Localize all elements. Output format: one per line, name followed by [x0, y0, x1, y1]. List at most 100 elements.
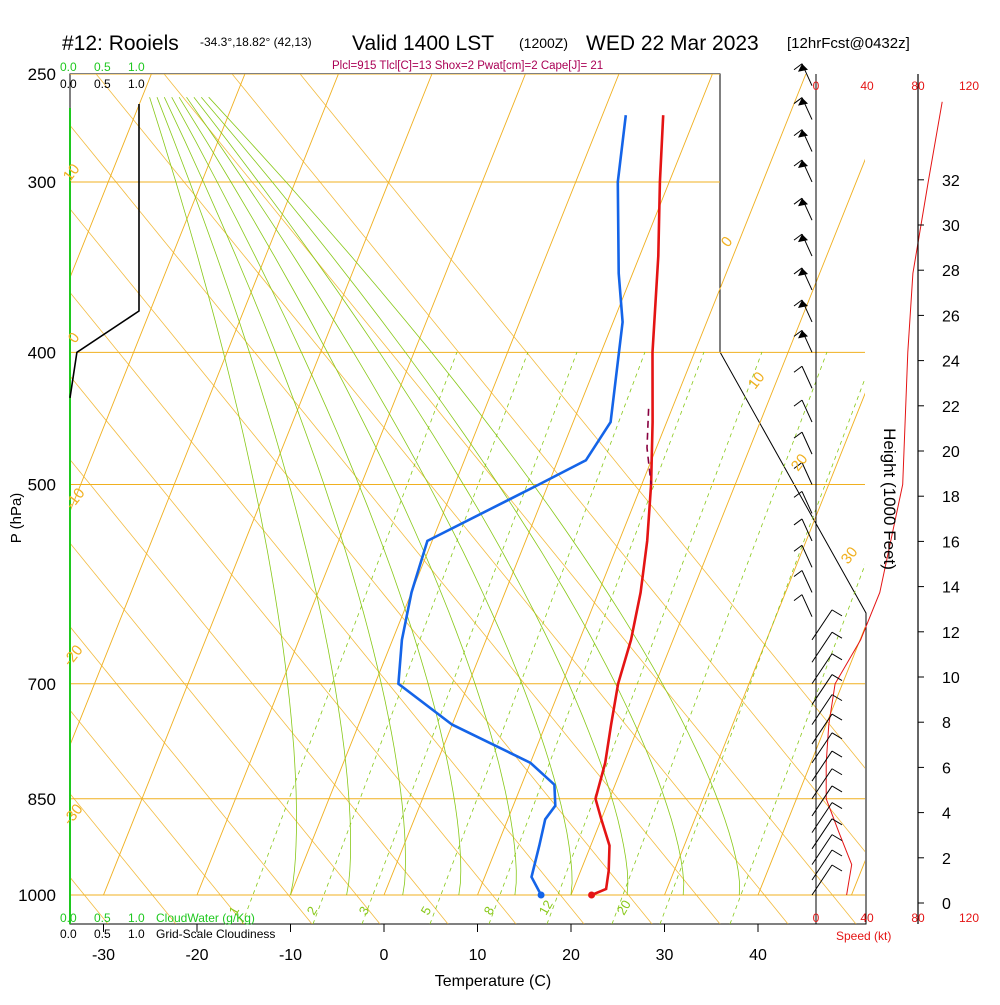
wind-speed-tick-label: 40 [860, 911, 874, 925]
diagram-grid [0, 64, 1000, 924]
height-tick-label: 14 [942, 580, 960, 597]
series-temperature-line [592, 115, 664, 895]
series-dewpoint-surface-marker [538, 892, 545, 899]
height-tick-label: 32 [942, 173, 960, 190]
wind-barb-pennant [798, 98, 808, 106]
moist-adiabat-line [172, 97, 461, 895]
wind-barb-pennant [798, 198, 808, 206]
height-tick-label: 18 [942, 489, 960, 506]
moist-adiabat-line [201, 97, 684, 895]
wind-barb-shaft [812, 714, 832, 744]
cloudwater-tick-label: 0.0 [60, 911, 77, 925]
cloudiness-label: Grid-Scale Cloudiness [156, 927, 275, 941]
cloudiness-tick-label: 1.0 [128, 927, 145, 941]
wind-speed-tick-label: 80 [911, 79, 925, 93]
height-tick-label: 24 [942, 354, 960, 371]
wind-barb [794, 130, 812, 152]
height-tick-label: 10 [942, 670, 960, 687]
wind-barb [794, 98, 812, 120]
wind-barb-shaft [812, 769, 832, 799]
header-coords: -34.3°,18.82° (42,13) [200, 35, 312, 49]
wind-barb-flag [832, 803, 842, 809]
wind-barb-pennant [798, 160, 808, 168]
wind-barb-shaft [812, 835, 832, 865]
mixing-ratio-label: 3 [356, 904, 373, 918]
wind-barb-flag [832, 786, 842, 792]
wind-speed-tick-label: 40 [860, 79, 874, 93]
cloudiness-tick-label: 1.0 [128, 77, 145, 91]
header-station: #12: Rooiels [62, 32, 179, 55]
wind-barb [794, 330, 812, 352]
wind-barb-flag [832, 610, 842, 616]
header-date: WED 22 Mar 2023 [586, 32, 759, 55]
wind-barb-shaft [802, 545, 812, 567]
isotherm-label: 20 [788, 451, 812, 475]
mixing-ratio-label: 5 [418, 904, 435, 918]
wind-barb [794, 400, 812, 422]
series-temperature-surface-marker [588, 892, 595, 899]
height-tick-label: 0 [942, 896, 951, 913]
wind-barb-pennant [798, 130, 808, 138]
mixing-ratio-label: 2 [304, 904, 321, 918]
pressure-tick-label: 700 [28, 675, 56, 694]
header-valid: Valid 1400 LST [352, 32, 494, 55]
height-tick-label: 22 [942, 399, 960, 416]
moist-adiabat-line [179, 97, 516, 895]
wind-barb [794, 300, 812, 322]
pressure-tick-label: 850 [28, 790, 56, 809]
moist-adiabat-line [164, 97, 405, 895]
sounding-curves [398, 64, 942, 899]
height-axis-title: Height (1000 Feet) [880, 428, 899, 570]
wind-barb-shaft [812, 819, 832, 849]
y-axis-title: P (hPa) [8, 493, 25, 544]
height-tick-label: 20 [942, 444, 960, 461]
height-tick-label: 2 [942, 851, 951, 868]
isotherm-label: 0 [718, 233, 737, 250]
wind-barb-flag [832, 865, 842, 871]
temperature-tick-label: 40 [749, 947, 767, 964]
height-tick-label: 30 [942, 218, 960, 235]
wind-barb [794, 268, 812, 290]
wind-barb [794, 491, 812, 513]
plot-frame [70, 74, 866, 924]
isotherm-label: 10 [60, 161, 84, 185]
wind-barb-flag [832, 769, 842, 775]
temperature-tick-label: 20 [562, 947, 580, 964]
temperature-tick-label: -20 [185, 947, 208, 964]
mixing-ratio-line [547, 352, 762, 924]
pressure-tick-label: 500 [28, 476, 56, 495]
height-tick-label: 12 [942, 625, 960, 642]
pressure-tick-label: 1000 [18, 886, 56, 905]
cloudiness-tick-label: 0.0 [60, 77, 77, 91]
header-params: Plcl=915 Tlcl[C]=13 Shox=2 Pwat[cm]=2 Ca… [332, 60, 603, 72]
wind-barb [794, 160, 812, 182]
isotherm-line [945, 74, 1000, 895]
header-forecast: [12hrFcst@0432z] [787, 35, 910, 52]
wind-barb-shaft [802, 491, 812, 513]
height-tick-label: 4 [942, 806, 951, 823]
cloudwater-label: CloudWater (g/Kg) [156, 911, 255, 925]
temperature-tick-label: 10 [469, 947, 487, 964]
wind-barb-shaft [812, 803, 832, 833]
wind-barb-flag [832, 714, 842, 720]
cloudiness-tick-label: 0.5 [94, 927, 111, 941]
dry-adiabat-line [224, 64, 924, 924]
cloudwater-tick-label: 1.0 [128, 60, 145, 74]
wind-barb-pennant [798, 268, 808, 276]
height-tick-label: 26 [942, 308, 960, 325]
wind-barb-flag [832, 695, 842, 701]
height-tick-label: 6 [942, 760, 951, 777]
cloudiness-tick-label: 0.0 [60, 927, 77, 941]
wind-barb [794, 595, 812, 617]
wind-barb-shaft [802, 432, 812, 454]
dry-adiabat-line [20, 64, 720, 924]
wind-speed-tick-label: 0 [813, 911, 820, 925]
isotherm-label: -20 [60, 642, 87, 670]
wind-barb-shaft [802, 366, 812, 388]
height-tick-label: 28 [942, 263, 960, 280]
wind-barb [794, 198, 812, 220]
wind-barb-flag [794, 400, 802, 406]
dry-adiabat-line [0, 64, 176, 924]
